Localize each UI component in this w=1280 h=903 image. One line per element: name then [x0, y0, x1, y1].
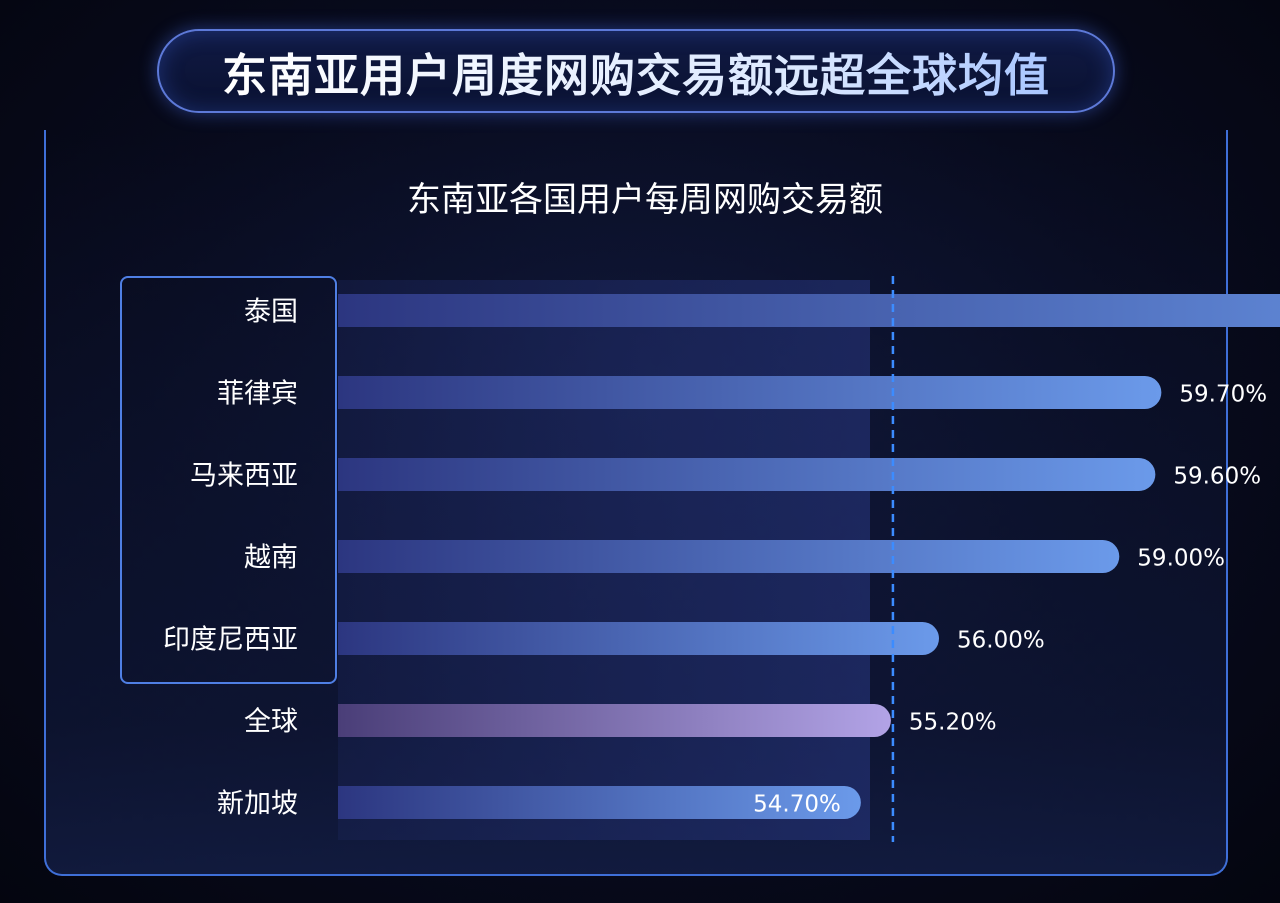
value-label: 56.00% [957, 628, 1045, 654]
value-label: 59.00% [1137, 546, 1225, 572]
chart-title: 东南亚各国用户每周网购交易额 [407, 180, 883, 220]
southeast-asia-label-box [120, 276, 337, 684]
bar-2 [338, 458, 1156, 491]
bar-0 [338, 294, 1280, 327]
category-label: 马来西亚 [190, 461, 298, 492]
bar-global [338, 704, 891, 737]
bar-3 [338, 540, 1120, 573]
value-label: 59.60% [1173, 464, 1261, 490]
value-label: 54.70% [753, 792, 841, 818]
bar-1 [338, 376, 1162, 409]
category-label: 全球 [244, 707, 298, 738]
value-label: 59.70% [1179, 382, 1267, 408]
category-label: 新加坡 [217, 789, 298, 820]
value-label: 55.20% [909, 710, 997, 736]
category-label: 泰国 [244, 297, 298, 328]
headline-text: 东南亚用户周度网购交易额远超全球均值 [222, 39, 1050, 104]
bar-4 [338, 622, 939, 655]
headline-banner: 东南亚用户周度网购交易额远超全球均值 [157, 29, 1115, 113]
category-label: 印度尼西亚 [163, 625, 298, 656]
bar-6 [338, 786, 861, 819]
category-label: 菲律宾 [217, 379, 298, 410]
category-label: 越南 [244, 543, 298, 574]
